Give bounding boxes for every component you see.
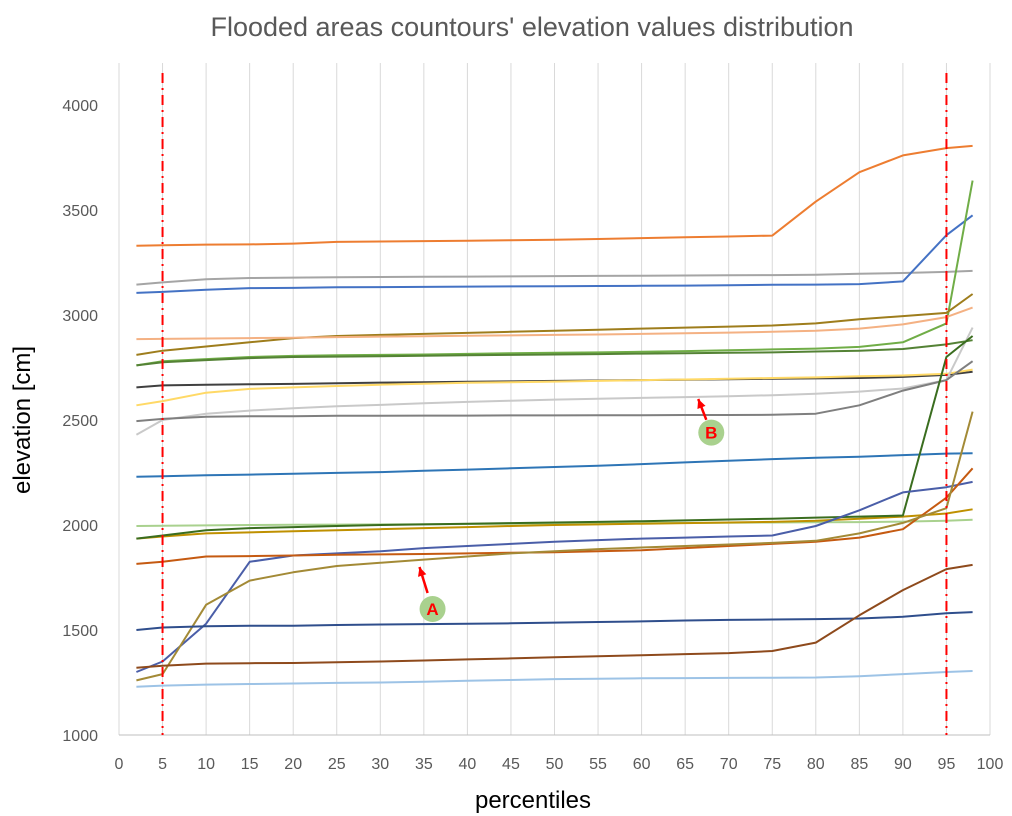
y-axis-title: elevation [cm] — [9, 346, 36, 494]
x-tick-label: 70 — [720, 756, 738, 773]
x-tick-label: 35 — [415, 756, 433, 773]
x-tick-label: 10 — [197, 756, 215, 773]
x-tick-label: 50 — [546, 756, 564, 773]
x-tick-label: 55 — [589, 756, 607, 773]
x-tick-label: 60 — [633, 756, 651, 773]
y-tick-label: 3000 — [62, 308, 98, 325]
y-tick-label: 2500 — [62, 413, 98, 430]
x-tick-label: 25 — [328, 756, 346, 773]
annotations: AB — [418, 399, 724, 622]
y-tick-label: 2000 — [62, 518, 98, 535]
x-tick-label: 45 — [502, 756, 520, 773]
x-tick-label: 5 — [158, 756, 167, 773]
chart-title: Flooded areas countours' elevation value… — [210, 12, 853, 42]
x-tick-label: 65 — [676, 756, 694, 773]
y-tick-labels: 1000 1500 2000 2500 3000 3500 4000 — [62, 98, 98, 745]
x-tick-label: 20 — [284, 756, 302, 773]
x-tick-label: 75 — [763, 756, 781, 773]
annotation-label-B: B — [705, 424, 717, 443]
annotation-label-A: A — [426, 600, 438, 619]
y-tick-label: 4000 — [62, 98, 98, 115]
x-tick-label: 95 — [938, 756, 956, 773]
x-tick-labels: 0 5 10 15 20 25 30 35 40 45 50 55 60 65 70 75 80 85 90 95 10… — [115, 756, 1004, 773]
x-tick-label: 100 — [977, 756, 1004, 773]
x-tick-label: 80 — [807, 756, 825, 773]
x-tick-label: 0 — [115, 756, 124, 773]
x-tick-label: 30 — [371, 756, 389, 773]
x-tick-label: 15 — [241, 756, 259, 773]
x-tick-label: 90 — [894, 756, 912, 773]
y-tick-label: 1500 — [62, 623, 98, 640]
x-tick-label: 85 — [850, 756, 868, 773]
x-tick-label: 40 — [459, 756, 477, 773]
x-axis-title: percentiles — [475, 787, 591, 814]
y-tick-label: 1000 — [62, 728, 98, 745]
y-tick-label: 3500 — [62, 203, 98, 220]
